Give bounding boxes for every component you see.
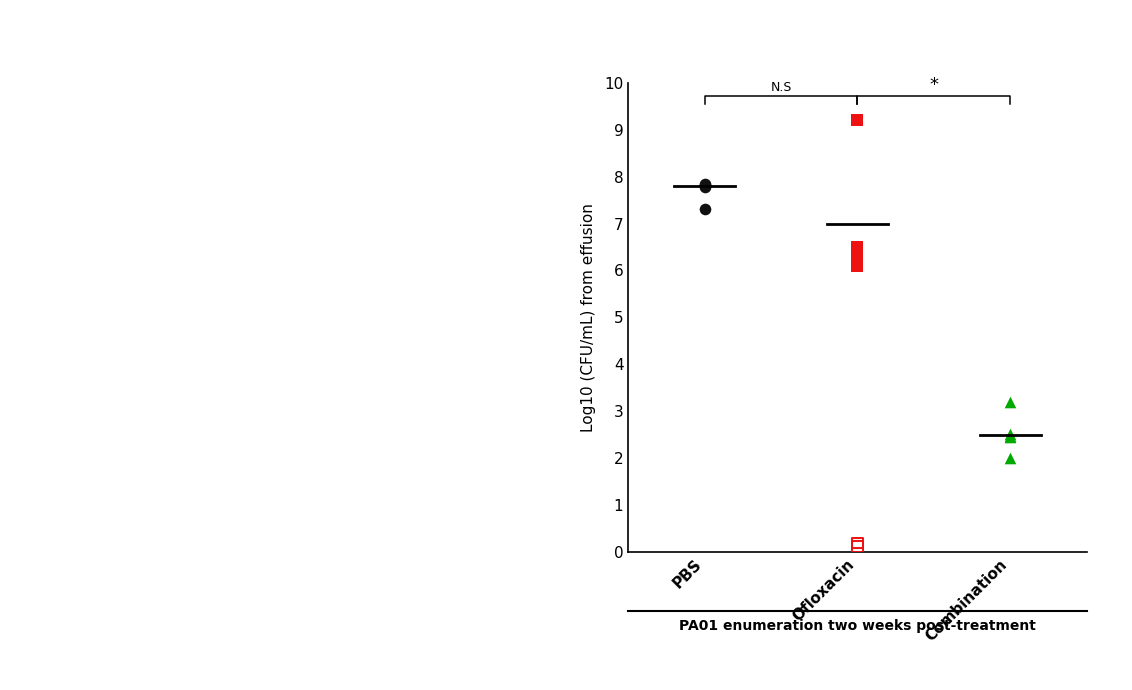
Point bbox=[849, 538, 867, 549]
Text: *: * bbox=[929, 76, 938, 94]
Point bbox=[1002, 428, 1020, 440]
Point bbox=[1002, 453, 1020, 464]
Point bbox=[695, 181, 714, 193]
Text: N.S: N.S bbox=[771, 81, 791, 94]
Point bbox=[695, 179, 714, 190]
Point bbox=[849, 115, 867, 126]
Point bbox=[1002, 431, 1020, 442]
Point bbox=[695, 204, 714, 215]
Point bbox=[1002, 430, 1020, 441]
Text: PA01 enumeration two weeks post-treatment: PA01 enumeration two weeks post-treatmen… bbox=[679, 619, 1036, 633]
Point bbox=[849, 541, 867, 552]
Point bbox=[1002, 396, 1020, 407]
Point bbox=[849, 260, 867, 271]
Point bbox=[695, 178, 714, 189]
Point bbox=[695, 181, 714, 192]
Point bbox=[849, 253, 867, 264]
Y-axis label: Log10 (CFU/mL) from effusion: Log10 (CFU/mL) from effusion bbox=[581, 203, 595, 432]
Point bbox=[849, 241, 867, 253]
